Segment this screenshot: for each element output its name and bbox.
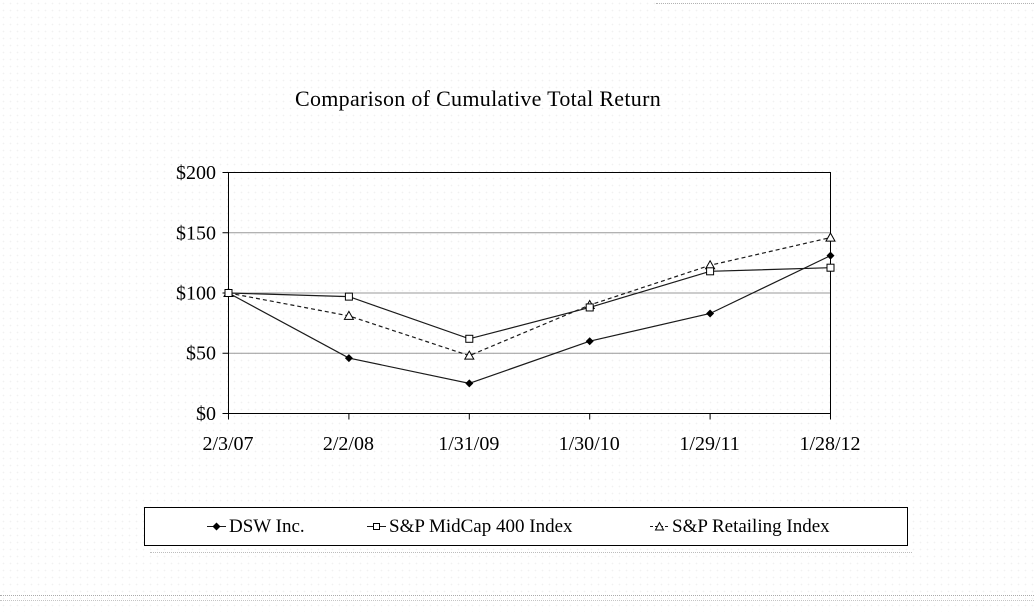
- x-axis-label: 2/2/08: [323, 433, 374, 455]
- marker-open-square: [344, 292, 353, 301]
- open-square-marker-icon: [367, 523, 386, 530]
- marker-open-square: [465, 334, 474, 343]
- legend-item-sp-retailing: S&P Retailing Index: [650, 508, 830, 545]
- chart-title: Comparison of Cumulative Total Return: [295, 86, 661, 111]
- marker-open-square: [585, 303, 594, 312]
- legend-label: S&P MidCap 400 Index: [389, 515, 573, 537]
- marker-filled-diamond: [344, 354, 353, 363]
- y-axis-label: $100: [176, 283, 216, 305]
- x-axis-label: 2/3/07: [202, 433, 253, 455]
- series-line-open-square: [228, 267, 831, 340]
- legend-label: S&P Retailing Index: [672, 515, 830, 537]
- x-axis-label: 1/28/12: [799, 433, 860, 455]
- series-line-filled-diamond: [228, 255, 831, 384]
- series-line-open-triangle: [228, 236, 831, 357]
- scan-artifact-line: [0, 600, 1034, 601]
- x-axis-label: 1/29/11: [679, 433, 739, 455]
- data-series: [223, 232, 836, 388]
- marker-open-triangle: [463, 350, 475, 360]
- legend-label: DSW Inc.: [229, 515, 305, 537]
- marker-filled-diamond: [826, 251, 835, 260]
- open-triangle-marker-icon: [650, 521, 669, 531]
- y-axis-label: $150: [176, 223, 216, 245]
- scan-artifact-line: [150, 552, 912, 553]
- marker-filled-diamond: [706, 309, 715, 318]
- legend-item-dsw-inc: DSW Inc.: [207, 508, 305, 545]
- gridlines: [228, 232, 831, 354]
- y-axis-label: $200: [176, 162, 216, 184]
- marker-filled-diamond: [465, 379, 474, 388]
- marker-filled-diamond: [585, 337, 594, 346]
- x-axis-label: 1/30/10: [559, 433, 620, 455]
- filled-diamond-marker-icon: [207, 522, 226, 531]
- scan-artifact-line: [0, 595, 1034, 596]
- y-axis-label: $50: [186, 343, 216, 365]
- y-axis-label: $0: [196, 403, 216, 425]
- scan-artifact-line: [656, 3, 1034, 4]
- legend-box: DSW Inc. S&P MidCap 400 Index S&P Retail…: [144, 507, 908, 546]
- axis-labels: $200 $150 $100 $50 $0 2/3/07 2/2/08 1/31…: [176, 162, 861, 455]
- marker-open-square: [826, 263, 835, 272]
- x-axis-label: 1/31/09: [438, 433, 499, 455]
- marker-open-triangle: [825, 232, 836, 242]
- legend-item-sp-midcap-400: S&P MidCap 400 Index: [367, 508, 573, 545]
- marker-open-square: [224, 289, 233, 297]
- marker-open-triangle: [343, 310, 355, 320]
- marker-open-square: [706, 267, 715, 276]
